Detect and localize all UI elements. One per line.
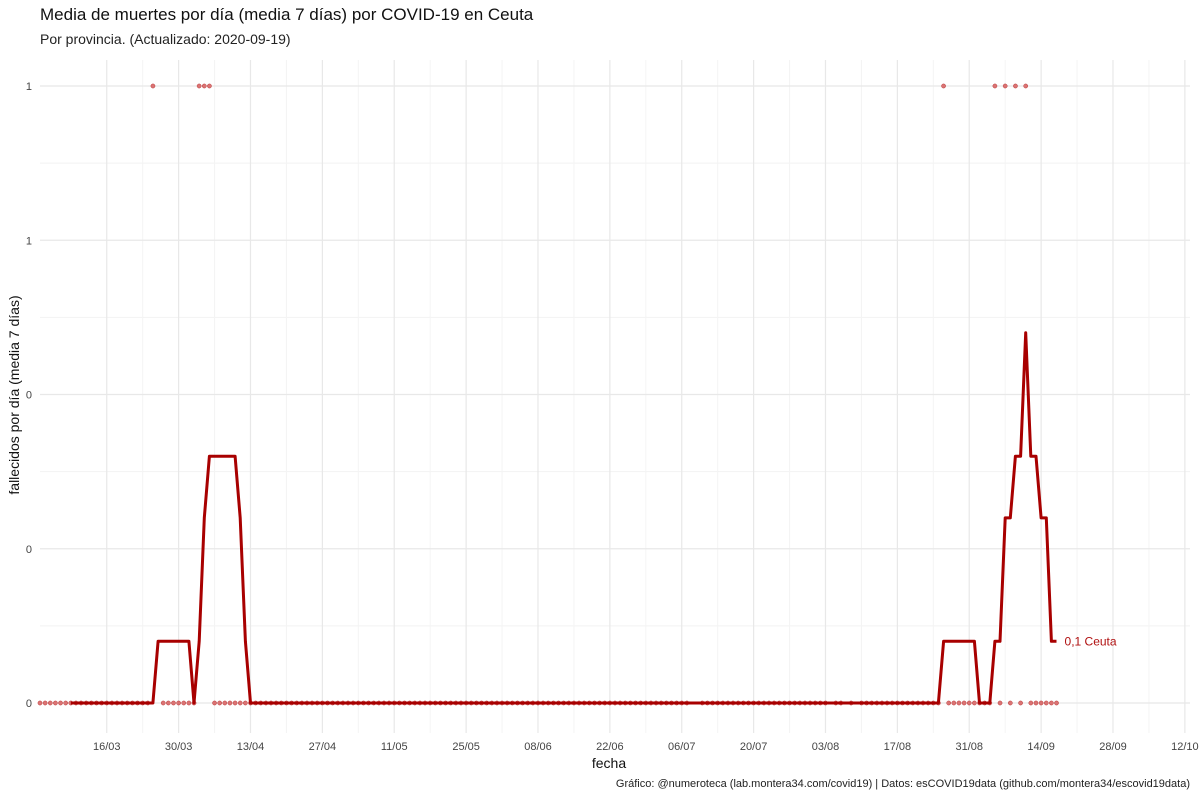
daily-point xyxy=(201,83,207,89)
x-tick-label: 28/09 xyxy=(1099,741,1127,753)
daily-point xyxy=(966,700,972,706)
y-tick-label: 1 xyxy=(26,235,32,247)
daily-point xyxy=(171,700,176,706)
daily-point xyxy=(1018,700,1023,706)
y-tick-label: 0 xyxy=(26,390,32,402)
daily-point xyxy=(63,700,68,706)
y-axis-ticks: 0 0 0 1 1 xyxy=(26,81,32,710)
daily-point xyxy=(232,700,238,706)
daily-point xyxy=(237,700,243,706)
daily-point xyxy=(1054,700,1059,706)
daily-point xyxy=(37,700,43,706)
y-axis-title: fallecidos por día (media 7 días) xyxy=(6,295,22,494)
daily-point xyxy=(997,700,1003,706)
minor-gridlines xyxy=(40,60,1190,733)
daily-point xyxy=(1023,83,1029,89)
x-tick-label: 08/06 xyxy=(524,741,552,753)
daily-point xyxy=(243,700,248,706)
daily-point xyxy=(181,700,187,706)
daily-point xyxy=(222,700,228,706)
daily-point xyxy=(1049,700,1054,706)
x-tick-label: 22/06 xyxy=(596,741,624,753)
x-tick-label: 27/04 xyxy=(309,741,337,753)
daily-point xyxy=(53,700,58,706)
daily-point xyxy=(42,700,48,706)
daily-point xyxy=(961,700,967,706)
x-tick-label: 11/05 xyxy=(381,741,408,753)
daily-point xyxy=(217,700,222,706)
daily-point xyxy=(1008,700,1013,706)
series-end-label: 0,1 Ceuta xyxy=(1065,634,1117,648)
y-tick-label: 0 xyxy=(26,698,32,710)
daily-point xyxy=(992,83,998,89)
daily-point xyxy=(58,700,63,706)
daily-point xyxy=(1028,700,1034,706)
daily-point xyxy=(160,700,166,706)
x-tick-label: 06/07 xyxy=(668,741,696,753)
x-axis-title: fecha xyxy=(592,755,626,771)
daily-point xyxy=(951,700,957,706)
daily-point xyxy=(207,83,212,89)
x-tick-label: 25/05 xyxy=(452,741,480,753)
chart-subtitle: Por provincia. (Actualizado: 2020-09-19) xyxy=(40,31,291,47)
x-tick-label: 17/08 xyxy=(884,741,912,753)
daily-point xyxy=(227,700,233,706)
chart-caption: Gráfico: @numeroteca (lab.montera34.com/… xyxy=(615,778,1190,790)
x-tick-label: 16/03 xyxy=(93,741,121,753)
daily-point xyxy=(1002,83,1008,89)
daily-point xyxy=(150,83,156,89)
x-axis-ticks: 16/03 30/03 13/04 27/04 11/05 25/05 08/06 22/06… xyxy=(93,741,1199,753)
daily-point xyxy=(186,700,192,706)
daily-point xyxy=(212,700,217,706)
x-tick-label: 13/04 xyxy=(237,741,265,753)
daily-point xyxy=(1043,700,1049,706)
x-tick-label: 31/08 xyxy=(955,741,983,753)
daily-point xyxy=(1033,700,1039,706)
y-tick-label: 0 xyxy=(26,544,32,556)
chart-title: Media de muertes por día (media 7 días) … xyxy=(40,5,534,24)
series-line-ceuta xyxy=(70,331,1057,705)
daily-point xyxy=(946,700,952,706)
daily-point xyxy=(972,700,977,706)
daily-point xyxy=(47,700,53,706)
daily-point xyxy=(176,700,181,706)
major-gridlines xyxy=(40,60,1190,733)
x-tick-label: 14/09 xyxy=(1027,741,1055,753)
daily-point xyxy=(166,700,171,706)
daily-point xyxy=(956,700,962,706)
daily-point xyxy=(196,83,202,89)
daily-point xyxy=(1038,700,1044,706)
x-tick-label: 03/08 xyxy=(812,741,840,753)
daily-point xyxy=(1013,83,1018,89)
daily-point xyxy=(941,83,946,89)
x-tick-label: 30/03 xyxy=(165,741,193,753)
y-tick-label: 1 xyxy=(26,81,32,93)
x-tick-label: 12/10 xyxy=(1171,741,1199,753)
x-tick-label: 20/07 xyxy=(740,741,768,753)
